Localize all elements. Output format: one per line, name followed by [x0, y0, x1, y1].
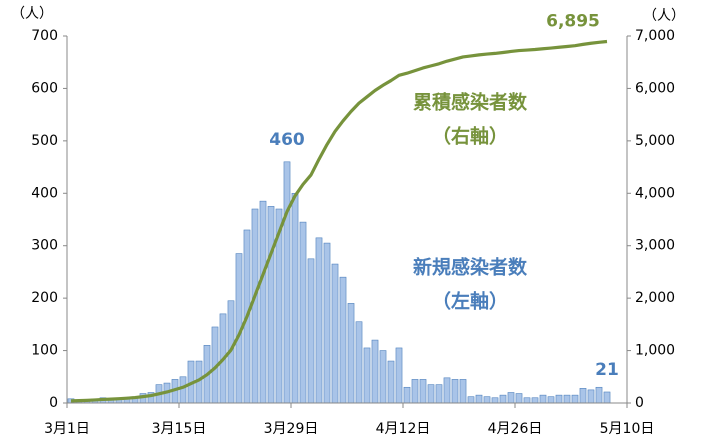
- bar: [371, 339, 379, 404]
- bar: [419, 379, 427, 404]
- series-label: 新規感染者数: [413, 256, 528, 279]
- y-tick-label: 600: [31, 80, 58, 96]
- bar: [267, 206, 275, 404]
- bar: [531, 397, 539, 404]
- series-label: 累積感染者数: [413, 91, 528, 114]
- y-tick-label: 500: [31, 133, 58, 149]
- bar: [379, 350, 387, 404]
- bar: [307, 258, 315, 404]
- x-tick-label: 3月29日: [264, 421, 319, 437]
- y2-unit: （人）: [643, 8, 685, 24]
- y2-tick-label: 0: [635, 395, 644, 411]
- y2-tick-label: 1,000: [635, 343, 675, 359]
- y2-tick-label: 5,000: [635, 133, 675, 149]
- bar: [523, 397, 531, 404]
- bar: [467, 396, 475, 404]
- y2-tick-label: 2,000: [635, 290, 675, 306]
- bar: [363, 347, 371, 404]
- bar: [483, 396, 491, 404]
- bar: [291, 192, 299, 404]
- bar: [443, 377, 451, 404]
- y-tick-label: 100: [31, 343, 58, 359]
- y-tick-label: 0: [49, 395, 58, 411]
- bar: [515, 393, 523, 404]
- y-tick-label: 400: [31, 185, 58, 201]
- bar: [323, 242, 331, 404]
- bar: [403, 386, 411, 404]
- bar: [563, 394, 571, 404]
- bar: [315, 237, 323, 404]
- bar: [539, 394, 547, 404]
- bar: [355, 321, 363, 404]
- bar: [339, 276, 347, 404]
- bar: [427, 384, 435, 404]
- y2-tick-label: 6,000: [635, 80, 675, 96]
- bar: [299, 221, 307, 404]
- bar: [259, 200, 267, 404]
- bar: [475, 394, 483, 404]
- bar: [499, 394, 507, 404]
- bar: [603, 391, 611, 404]
- bar: [459, 379, 467, 404]
- line: [70, 39, 608, 403]
- bar: [579, 388, 587, 404]
- x-tick-label: 4月26日: [488, 421, 543, 437]
- line-value-label: 6,895: [546, 12, 600, 32]
- y2-tick-label: 7,000: [635, 28, 675, 44]
- x-tick-label: 3月15日: [152, 421, 207, 437]
- bar: [411, 379, 419, 404]
- x-tick-label: 4月12日: [376, 421, 431, 437]
- series-note: （左軸）: [432, 290, 508, 313]
- bar: [587, 389, 595, 404]
- bar: [507, 392, 515, 404]
- bar: [387, 360, 395, 404]
- x-tick-label: 5月10日: [600, 421, 655, 437]
- bar-value-label: 21: [595, 360, 619, 380]
- series-note: （右軸）: [432, 125, 508, 148]
- bar-value-label: 460: [269, 130, 305, 150]
- bar: [283, 161, 291, 404]
- bar: [347, 303, 355, 404]
- y2-tick-label: 3,000: [635, 238, 675, 254]
- y-tick-label: 200: [31, 290, 58, 306]
- x-tick-label: 3月1日: [44, 421, 90, 437]
- y2-tick-label: 4,000: [635, 185, 675, 201]
- bar: [595, 386, 603, 404]
- bar: [571, 394, 579, 404]
- bar: [555, 394, 563, 404]
- y-tick-label: 300: [31, 238, 58, 254]
- bar: [451, 379, 459, 404]
- bar: [179, 376, 187, 404]
- y-unit: （人）: [11, 6, 53, 22]
- bar: [331, 263, 339, 404]
- bar: [491, 397, 499, 404]
- bar: [395, 347, 403, 404]
- bar: [547, 396, 555, 404]
- bar: [251, 208, 259, 404]
- y-tick-label: 700: [31, 28, 58, 44]
- bar: [435, 384, 443, 404]
